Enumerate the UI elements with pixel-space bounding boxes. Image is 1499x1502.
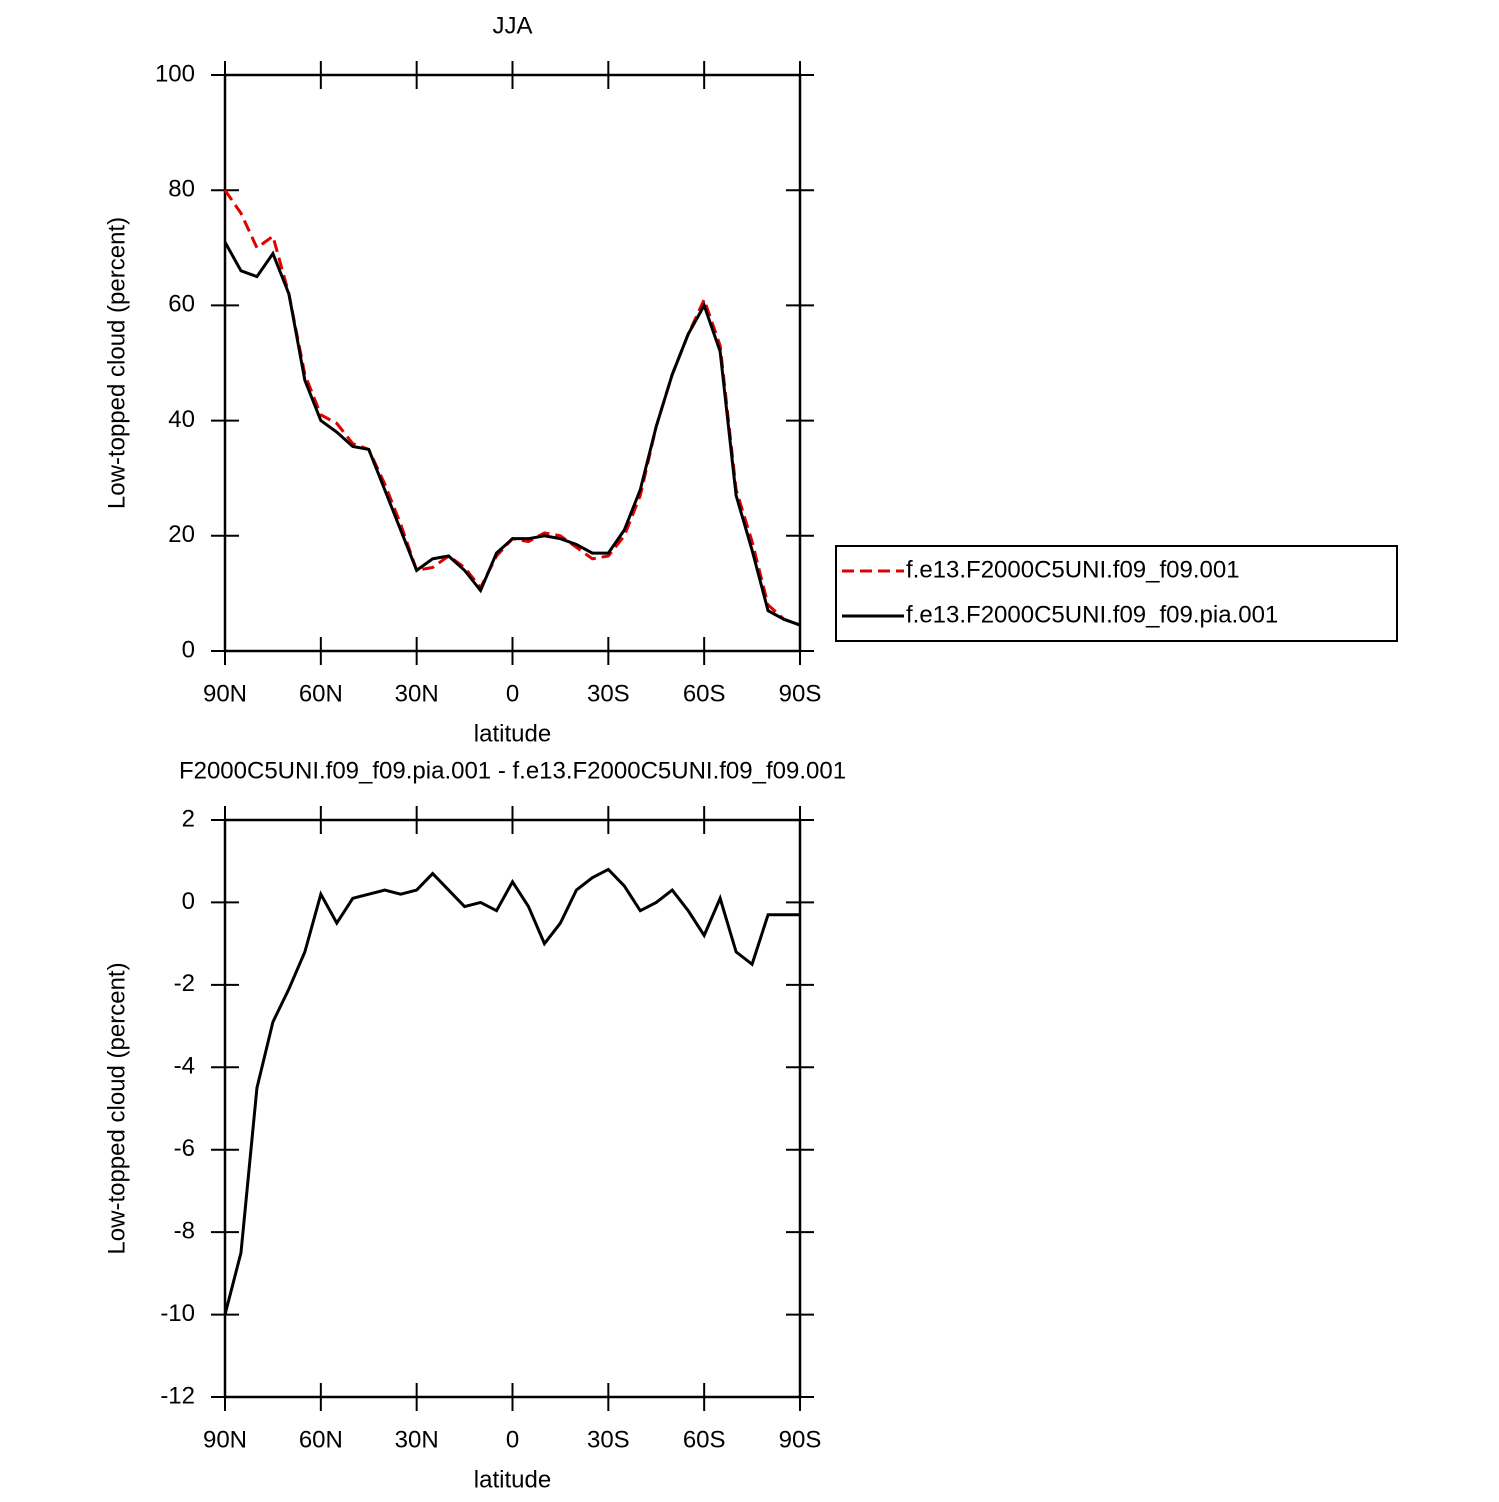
- legend-box: [835, 545, 1398, 642]
- y-tick-label: 40: [168, 406, 195, 433]
- x-tick-label: 30N: [395, 680, 439, 707]
- x-tick-label: 90S: [779, 1426, 822, 1453]
- y-tick-label: 0: [182, 636, 195, 663]
- y-tick-label: 0: [182, 888, 195, 915]
- x-tick-label: 0: [506, 1426, 519, 1453]
- chart-title: F2000C5UNI.f09_f09.pia.001 - f.e13.F2000…: [179, 757, 846, 784]
- x-axis-label: latitude: [474, 720, 551, 747]
- y-tick-label: 2: [182, 805, 195, 832]
- x-tick-label: 30S: [587, 680, 630, 707]
- y-tick-label: -12: [160, 1382, 195, 1409]
- y-axis-label: Low-topped cloud (percent): [103, 962, 130, 1254]
- x-tick-label: 30N: [395, 1426, 439, 1453]
- x-tick-label: 90S: [779, 680, 822, 707]
- legend-label: f.e13.F2000C5UNI.f09_f09.001: [906, 556, 1240, 583]
- x-axis-label: latitude: [474, 1466, 551, 1493]
- x-tick-label: 30S: [587, 1426, 630, 1453]
- data-line: [223, 867, 800, 1315]
- data-line: [223, 189, 801, 627]
- x-tick-label: 0: [506, 680, 519, 707]
- plot-frame: [223, 818, 802, 1399]
- data-line: [223, 241, 801, 627]
- y-tick-label: 20: [168, 521, 195, 548]
- y-tick-label: -8: [174, 1217, 195, 1244]
- x-tick-label: 90N: [203, 1426, 247, 1453]
- y-tick-label: 100: [155, 60, 195, 87]
- x-tick-label: 60N: [299, 680, 343, 707]
- y-tick-label: -4: [174, 1053, 195, 1080]
- x-tick-label: 60S: [683, 680, 726, 707]
- chart-title: JJA: [492, 12, 532, 39]
- y-tick-label: 60: [168, 291, 195, 318]
- legend-label: f.e13.F2000C5UNI.f09_f09.pia.001: [906, 601, 1278, 628]
- x-tick-label: 60N: [299, 1426, 343, 1453]
- y-tick-label: -2: [174, 970, 195, 997]
- y-tick-label: 80: [168, 176, 195, 203]
- plot-frame: [223, 73, 802, 653]
- y-tick-label: -6: [174, 1135, 195, 1162]
- x-tick-label: 60S: [683, 1426, 726, 1453]
- y-axis-label: Low-topped cloud (percent): [103, 217, 130, 509]
- x-tick-label: 90N: [203, 680, 247, 707]
- y-tick-label: -10: [160, 1300, 195, 1327]
